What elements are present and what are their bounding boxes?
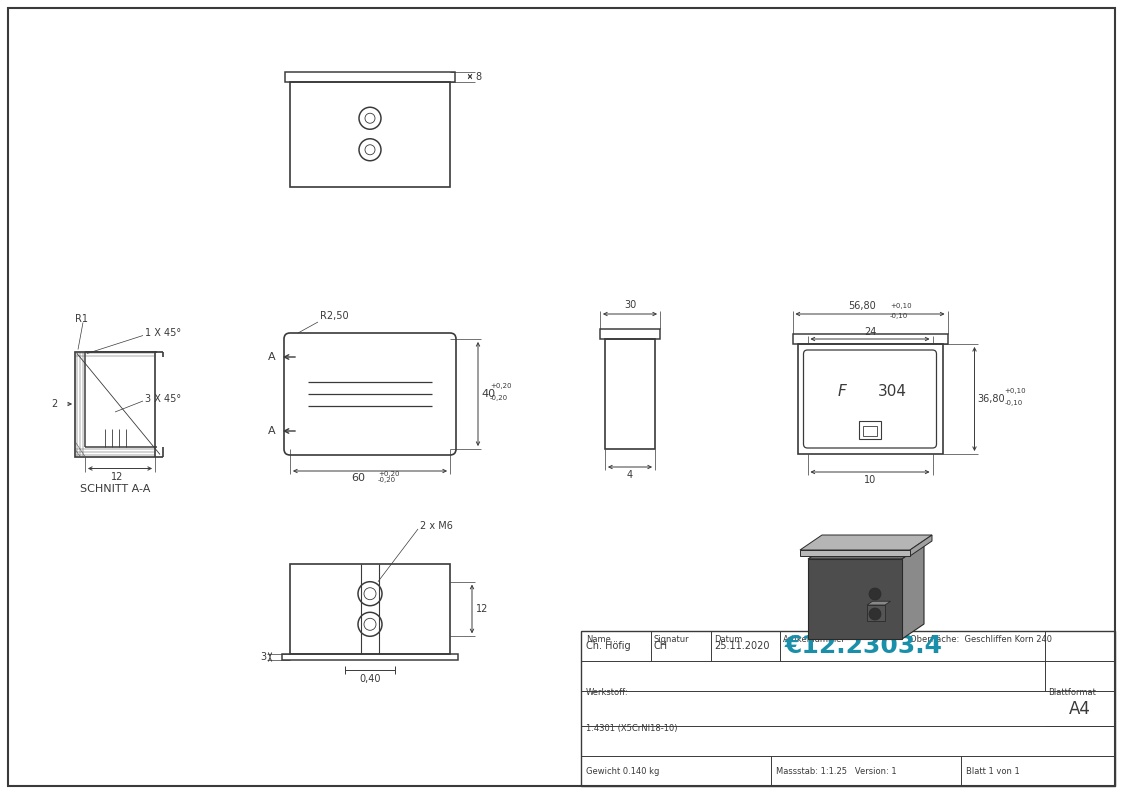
Text: Blatt 1 von 1: Blatt 1 von 1 [966, 766, 1020, 776]
Text: Blattformat: Blattformat [1048, 688, 1096, 697]
Bar [75, 352, 155, 457]
Bar [605, 339, 655, 449]
Text: +0,10: +0,10 [1004, 388, 1026, 394]
Text: -0,20: -0,20 [378, 477, 396, 483]
Bar [797, 344, 942, 454]
Bar [793, 334, 948, 344]
Text: -0,10: -0,10 [1004, 400, 1023, 406]
Text: Ch. Höfig: Ch. Höfig [586, 641, 631, 651]
Text: 30: 30 [624, 300, 636, 310]
Bar [859, 421, 882, 439]
Text: 2 x M6: 2 x M6 [420, 521, 453, 531]
Text: +0,10: +0,10 [891, 303, 912, 309]
Polygon shape [809, 559, 902, 639]
Text: 3: 3 [259, 652, 266, 662]
Polygon shape [867, 601, 891, 605]
Text: 4: 4 [627, 470, 633, 480]
Text: 60: 60 [351, 473, 365, 483]
Polygon shape [809, 544, 924, 559]
Polygon shape [800, 550, 910, 556]
Text: Artikelnummer: Artikelnummer [783, 635, 846, 644]
Polygon shape [867, 605, 885, 621]
Text: R2,50: R2,50 [320, 311, 348, 321]
Text: €12.2303.4: €12.2303.4 [785, 634, 943, 658]
Bar [285, 71, 455, 82]
Text: A: A [268, 426, 276, 436]
Text: Datum: Datum [714, 635, 742, 644]
Text: A: A [268, 352, 276, 362]
Text: 12: 12 [111, 472, 124, 481]
Circle shape [869, 588, 882, 600]
Text: 36,80: 36,80 [977, 394, 1005, 404]
Text: A4: A4 [1069, 700, 1090, 718]
Text: Name: Name [586, 635, 611, 644]
Text: 24: 24 [864, 327, 876, 337]
Text: R1: R1 [75, 314, 88, 325]
Text: Oberfläche:  Geschliffen Korn 240: Oberfläche: Geschliffen Korn 240 [910, 635, 1052, 644]
Text: 40: 40 [481, 389, 495, 399]
Polygon shape [800, 535, 932, 550]
Text: Werkstoff:: Werkstoff: [586, 688, 629, 697]
Text: +0,20: +0,20 [378, 471, 400, 477]
Text: 304: 304 [877, 384, 906, 399]
Text: 10: 10 [864, 475, 876, 485]
Text: 25.11.2020: 25.11.2020 [714, 641, 769, 651]
Text: Signatur: Signatur [654, 635, 690, 644]
Bar [290, 564, 450, 654]
Text: +0,20: +0,20 [490, 383, 511, 389]
Polygon shape [910, 535, 932, 556]
Text: 1 X 45°: 1 X 45° [145, 329, 181, 338]
Text: Gewicht 0.140 kg: Gewicht 0.140 kg [586, 766, 659, 776]
Text: SCHNITT A-A: SCHNITT A-A [80, 484, 150, 494]
Bar [282, 654, 458, 660]
Bar [290, 82, 450, 187]
Text: 3 X 45°: 3 X 45° [145, 394, 181, 404]
Text: Massstab: 1:1.25   Version: 1: Massstab: 1:1.25 Version: 1 [776, 766, 896, 776]
Text: -0,20: -0,20 [490, 395, 508, 401]
Text: 2: 2 [51, 399, 57, 409]
Text: 0,40: 0,40 [359, 674, 381, 684]
Bar [581, 631, 1115, 786]
Text: 8: 8 [475, 71, 481, 82]
Polygon shape [902, 544, 924, 639]
Text: CH: CH [654, 641, 668, 651]
Bar [600, 329, 660, 339]
Bar [862, 426, 877, 436]
Circle shape [869, 608, 882, 620]
Text: 1.4301 (X5CrNI18-10): 1.4301 (X5CrNI18-10) [586, 724, 677, 733]
Text: 12: 12 [476, 604, 489, 614]
Text: -0,10: -0,10 [891, 313, 909, 319]
Text: F: F [838, 384, 847, 399]
Text: 56,80: 56,80 [848, 301, 876, 311]
